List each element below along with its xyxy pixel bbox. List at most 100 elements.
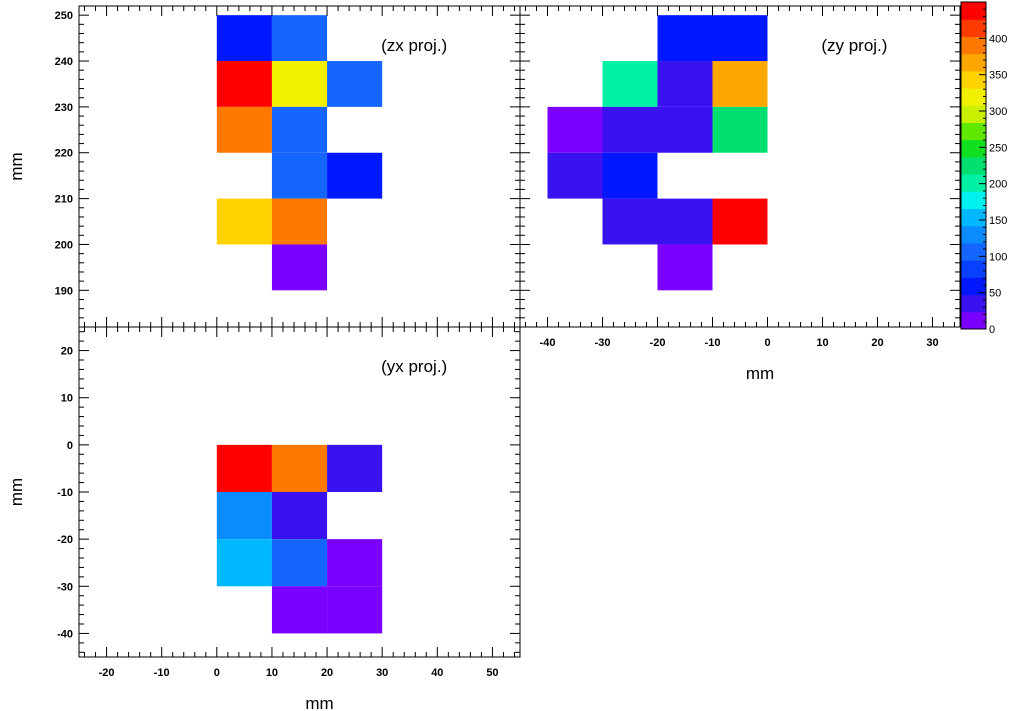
heatmap-cell [271,106,328,153]
y-tick-label: -20 [57,534,73,546]
colorbar-segment [961,208,986,227]
y-tick-label: 230 [55,102,73,114]
y-tick-label: 210 [55,194,73,206]
x-tick-label: -10 [154,667,170,679]
projection-label: (zx proj.) [381,36,447,55]
heatmap-cell [547,106,603,153]
y-tick-label: 250 [55,10,73,22]
colorbar-tick-label: 350 [989,70,1007,82]
y-tick-label: -40 [57,628,73,640]
x-axis-title: mm [305,694,333,711]
heatmap-cell [271,15,328,62]
heatmap-cell [271,586,328,634]
heatmap-cell [216,15,272,62]
heatmap-cell [271,539,328,587]
heatmap-cell [271,444,328,492]
x-tick-label: 10 [816,337,828,349]
colorbar-segment [961,311,986,330]
panel-yx-projection [78,326,521,658]
heatmap-cell [327,539,383,587]
x-tick-label: 50 [486,667,498,679]
heatmap-cell [271,244,328,291]
x-tick-label: 20 [321,667,333,679]
y-tick-label: 190 [55,285,73,297]
y-axis-title: mm [7,478,26,506]
heatmap-cell [657,198,713,245]
colorbar-segment [961,242,986,261]
heatmap-cell [712,198,768,245]
heatmap-cell [216,492,272,540]
heatmap-cell [712,15,768,62]
projection-label: (zy proj.) [821,36,887,55]
x-tick-label: -20 [99,667,115,679]
colorbar-segment [961,122,986,141]
y-axis-title: mm [7,152,26,180]
colorbar-segment [961,88,986,106]
heatmap-cell [216,106,272,153]
colorbar-segment [961,191,986,210]
colorbar-tick-label: 150 [989,215,1007,227]
x-tick-label: 30 [376,667,388,679]
colorbar-segment [961,225,986,244]
colorbar-tick-label: 400 [989,33,1007,45]
colorbar-legend [960,1,987,330]
colorbar-segment [961,2,986,20]
x-tick-label: 30 [926,337,938,349]
y-tick-label: 0 [67,440,73,452]
colorbar-segment [961,36,986,55]
x-tick-label: 0 [214,667,220,679]
panel-zy-projection [519,5,961,328]
colorbar-tick-label: 300 [989,106,1007,118]
colorbar-segment [961,53,986,72]
colorbar-tick-label: 250 [989,142,1007,154]
projection-label: (yx proj.) [381,357,447,376]
heatmap-cell [657,15,713,62]
colorbar-segment [961,294,986,313]
colorbar-segment [961,19,986,37]
colorbar-tick-label: 200 [989,179,1007,191]
heatmap-cell [216,61,272,107]
heatmap-cell [657,61,713,107]
heatmap-cell [602,61,658,107]
x-tick-label: -40 [540,337,556,349]
heatmap-cell [327,444,383,492]
heatmap-cell [271,492,328,540]
heatmap-cell [216,539,272,587]
colorbar-segment [961,156,986,175]
colorbar-tick-label: 100 [989,251,1007,263]
colorbar-tick-label: 50 [989,288,1001,300]
y-tick-label: 240 [55,56,73,68]
colorbar-segment [961,139,986,158]
x-axis-title: mm [746,364,774,383]
heatmap-cell [712,106,768,153]
x-tick-label: 10 [266,667,278,679]
colorbar-segment [961,277,986,296]
heatmap-cell [327,586,383,634]
heatmap-cell [271,152,328,199]
heatmap-cell [602,152,658,199]
panel-frame [519,5,961,328]
y-tick-label: -10 [57,487,73,499]
colorbar-segment [961,260,986,278]
heatmap-cell [602,106,658,153]
colorbar-segment [961,70,986,89]
y-tick-label: 200 [55,239,73,251]
colorbar-tick-label: 0 [989,324,995,336]
heatmap-cell [271,198,328,245]
heatmap-cell [657,244,713,291]
y-tick-label: 220 [55,148,73,160]
x-tick-label: 40 [431,667,443,679]
panel-zx-projection [78,5,521,328]
heatmap-cell [216,444,272,492]
y-tick-label: 20 [61,346,73,358]
heatmap-cell [547,152,603,199]
x-tick-label: 0 [764,337,770,349]
x-tick-label: -10 [705,337,721,349]
heatmap-cell [712,61,768,107]
colorbar-frame [960,1,987,330]
colorbar-segment [961,174,986,192]
heatmap-cell [271,61,328,107]
heatmap-cell [602,198,658,245]
